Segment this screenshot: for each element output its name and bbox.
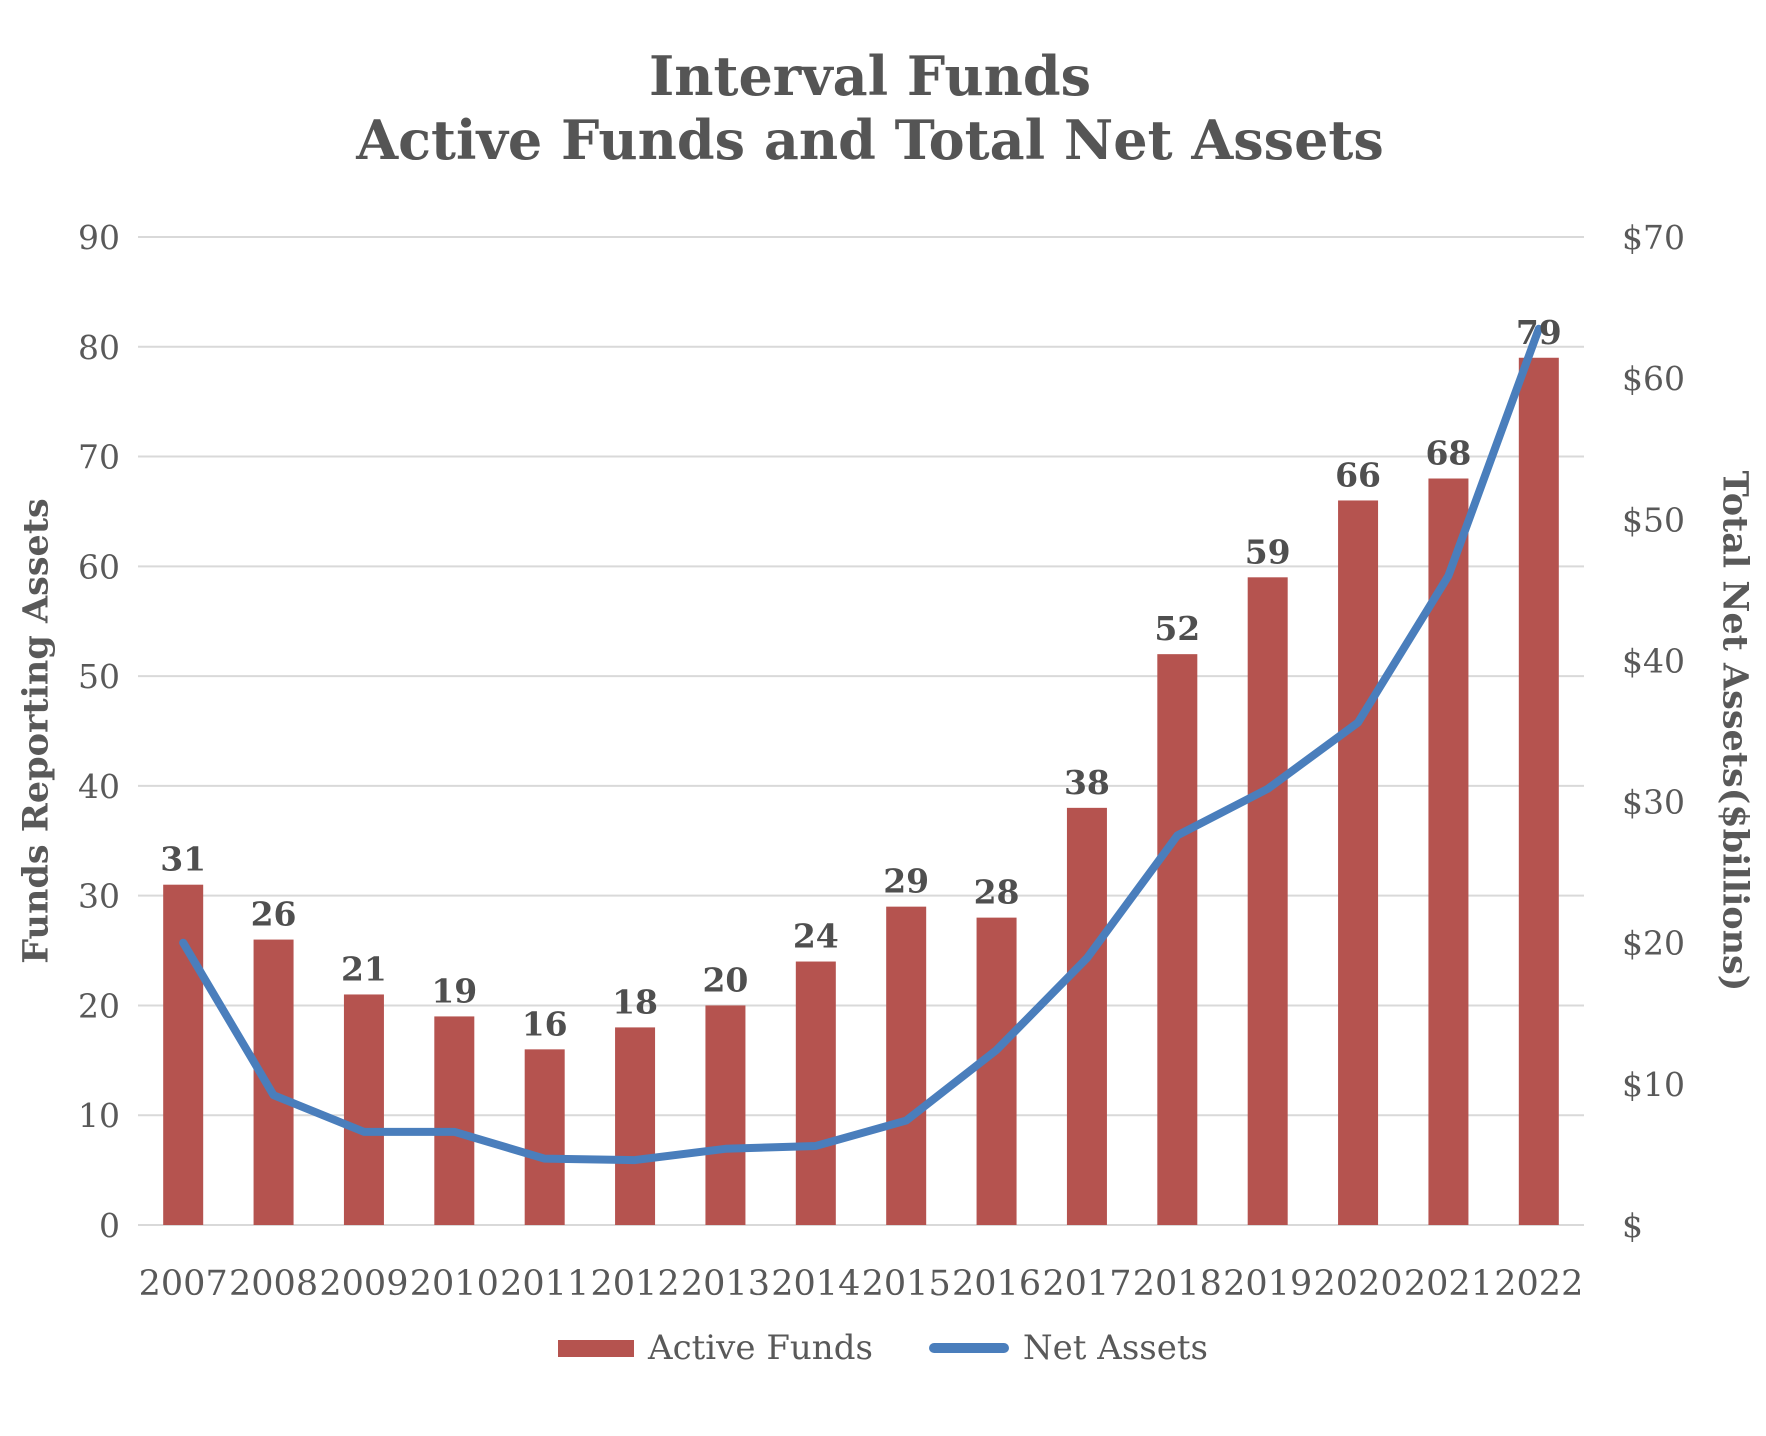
left-tick-40: 40 [78,767,120,806]
bar-2015 [886,906,927,1225]
bar-label-2016: 28 [974,873,1020,912]
bar-2009 [343,994,384,1225]
x-tick-2014: 2014 [771,1264,860,1304]
bar-2008 [253,939,294,1225]
bar-label-2012: 18 [612,982,658,1021]
bar-2007 [163,884,204,1225]
net-assets-line-swatch [928,1343,1009,1353]
left-tick-80: 80 [78,328,120,367]
right-tick-10: $10 [1622,1065,1685,1104]
left-tick-60: 60 [78,547,120,586]
bar-data-labels-group: 31 26 21 19 16 18 20 24 29 28 38 52 59 66 68 79 [160,313,1562,1044]
left-tick-70: 70 [78,438,120,477]
bar-label-2011: 16 [522,1004,568,1043]
left-tick-0: 0 [99,1206,120,1245]
bar-2012 [615,1027,656,1225]
x-tick-2013: 2013 [681,1264,770,1304]
x-tick-2010: 2010 [410,1264,499,1304]
right-tick-30: $30 [1622,783,1685,822]
left-tick-10: 10 [78,1096,120,1135]
bar-label-2014: 24 [793,917,839,956]
chart-title-line2: Active Funds and Total Net Assets [356,108,1384,172]
right-tick-20: $20 [1622,924,1685,963]
right-tick-70: $70 [1622,218,1685,257]
right-tick-50: $50 [1622,500,1685,539]
line-group [179,324,1543,1165]
x-tick-2007: 2007 [139,1264,228,1304]
bar-2014 [795,961,836,1225]
bar-2019 [1247,577,1288,1225]
bar-2018 [1157,654,1198,1225]
x-tick-2011: 2011 [500,1264,589,1304]
x-tick-2019: 2019 [1223,1264,1312,1304]
x-tick-2018: 2018 [1133,1264,1222,1304]
bar-2020 [1338,500,1379,1225]
left-tick-50: 50 [78,657,120,696]
legend-label-active-funds: Active Funds [648,1328,873,1368]
x-tick-2012: 2012 [591,1264,680,1304]
x-tick-2016: 2016 [952,1264,1041,1304]
right-tick-40: $40 [1622,641,1685,680]
bar-label-2013: 20 [702,960,748,999]
x-tick-2020: 2020 [1314,1264,1403,1304]
legend-item-net-assets: Net Assets [928,1328,1208,1368]
right-tick-60: $60 [1622,359,1685,398]
bar-label-2022: 79 [1516,313,1562,352]
right-tick-0: $ [1622,1206,1643,1245]
left-axis-ticks-group: 0 10 20 30 40 50 60 70 80 90 [78,218,120,1245]
bar-label-2009: 21 [341,949,387,988]
chart-title-line1: Interval Funds [648,44,1092,108]
bar-label-2017: 38 [1064,763,1110,802]
bar-label-2008: 26 [251,895,297,934]
bar-2013 [705,1005,746,1225]
chart-title: Interval Funds Active Funds and Total Ne… [0,44,1740,172]
bar-label-2021: 68 [1425,434,1471,473]
bar-label-2015: 29 [883,862,929,901]
bar-label-2010: 19 [431,971,477,1010]
x-tick-2021: 2021 [1404,1264,1493,1304]
x-axis-ticks-group: 2007 2008 2009 2010 2011 2012 2013 2014 2015 2016… [139,1264,1584,1304]
chart-legend: Active Funds Net Assets [0,1328,1766,1368]
bar-2021 [1428,478,1469,1225]
x-tick-2015: 2015 [862,1264,951,1304]
bar-2010 [434,1016,475,1225]
x-tick-2017: 2017 [1042,1264,1131,1304]
net-assets-line [179,324,1543,1165]
legend-label-net-assets: Net Assets [1022,1328,1208,1368]
active-funds-bar-swatch [558,1339,635,1357]
right-axis-ticks-group: $ $10 $20 $30 $40 $50 $60 $70 [1622,218,1685,1245]
bar-2022 [1518,357,1559,1225]
bar-label-2019: 59 [1245,532,1291,571]
x-tick-2022: 2022 [1494,1264,1583,1304]
bar-2011 [524,1049,565,1225]
bar-label-2020: 66 [1335,455,1381,494]
bar-label-2007: 31 [160,840,206,879]
left-tick-90: 90 [78,218,120,257]
bar-2017 [1066,807,1107,1225]
x-tick-2009: 2009 [319,1264,408,1304]
left-tick-30: 30 [78,877,120,916]
bar-label-2018: 52 [1154,609,1200,648]
x-tick-2008: 2008 [229,1264,318,1304]
legend-item-active-funds: Active Funds [558,1328,873,1368]
bar-2016 [976,917,1017,1225]
left-tick-20: 20 [78,986,120,1025]
bars-group [163,357,1559,1225]
